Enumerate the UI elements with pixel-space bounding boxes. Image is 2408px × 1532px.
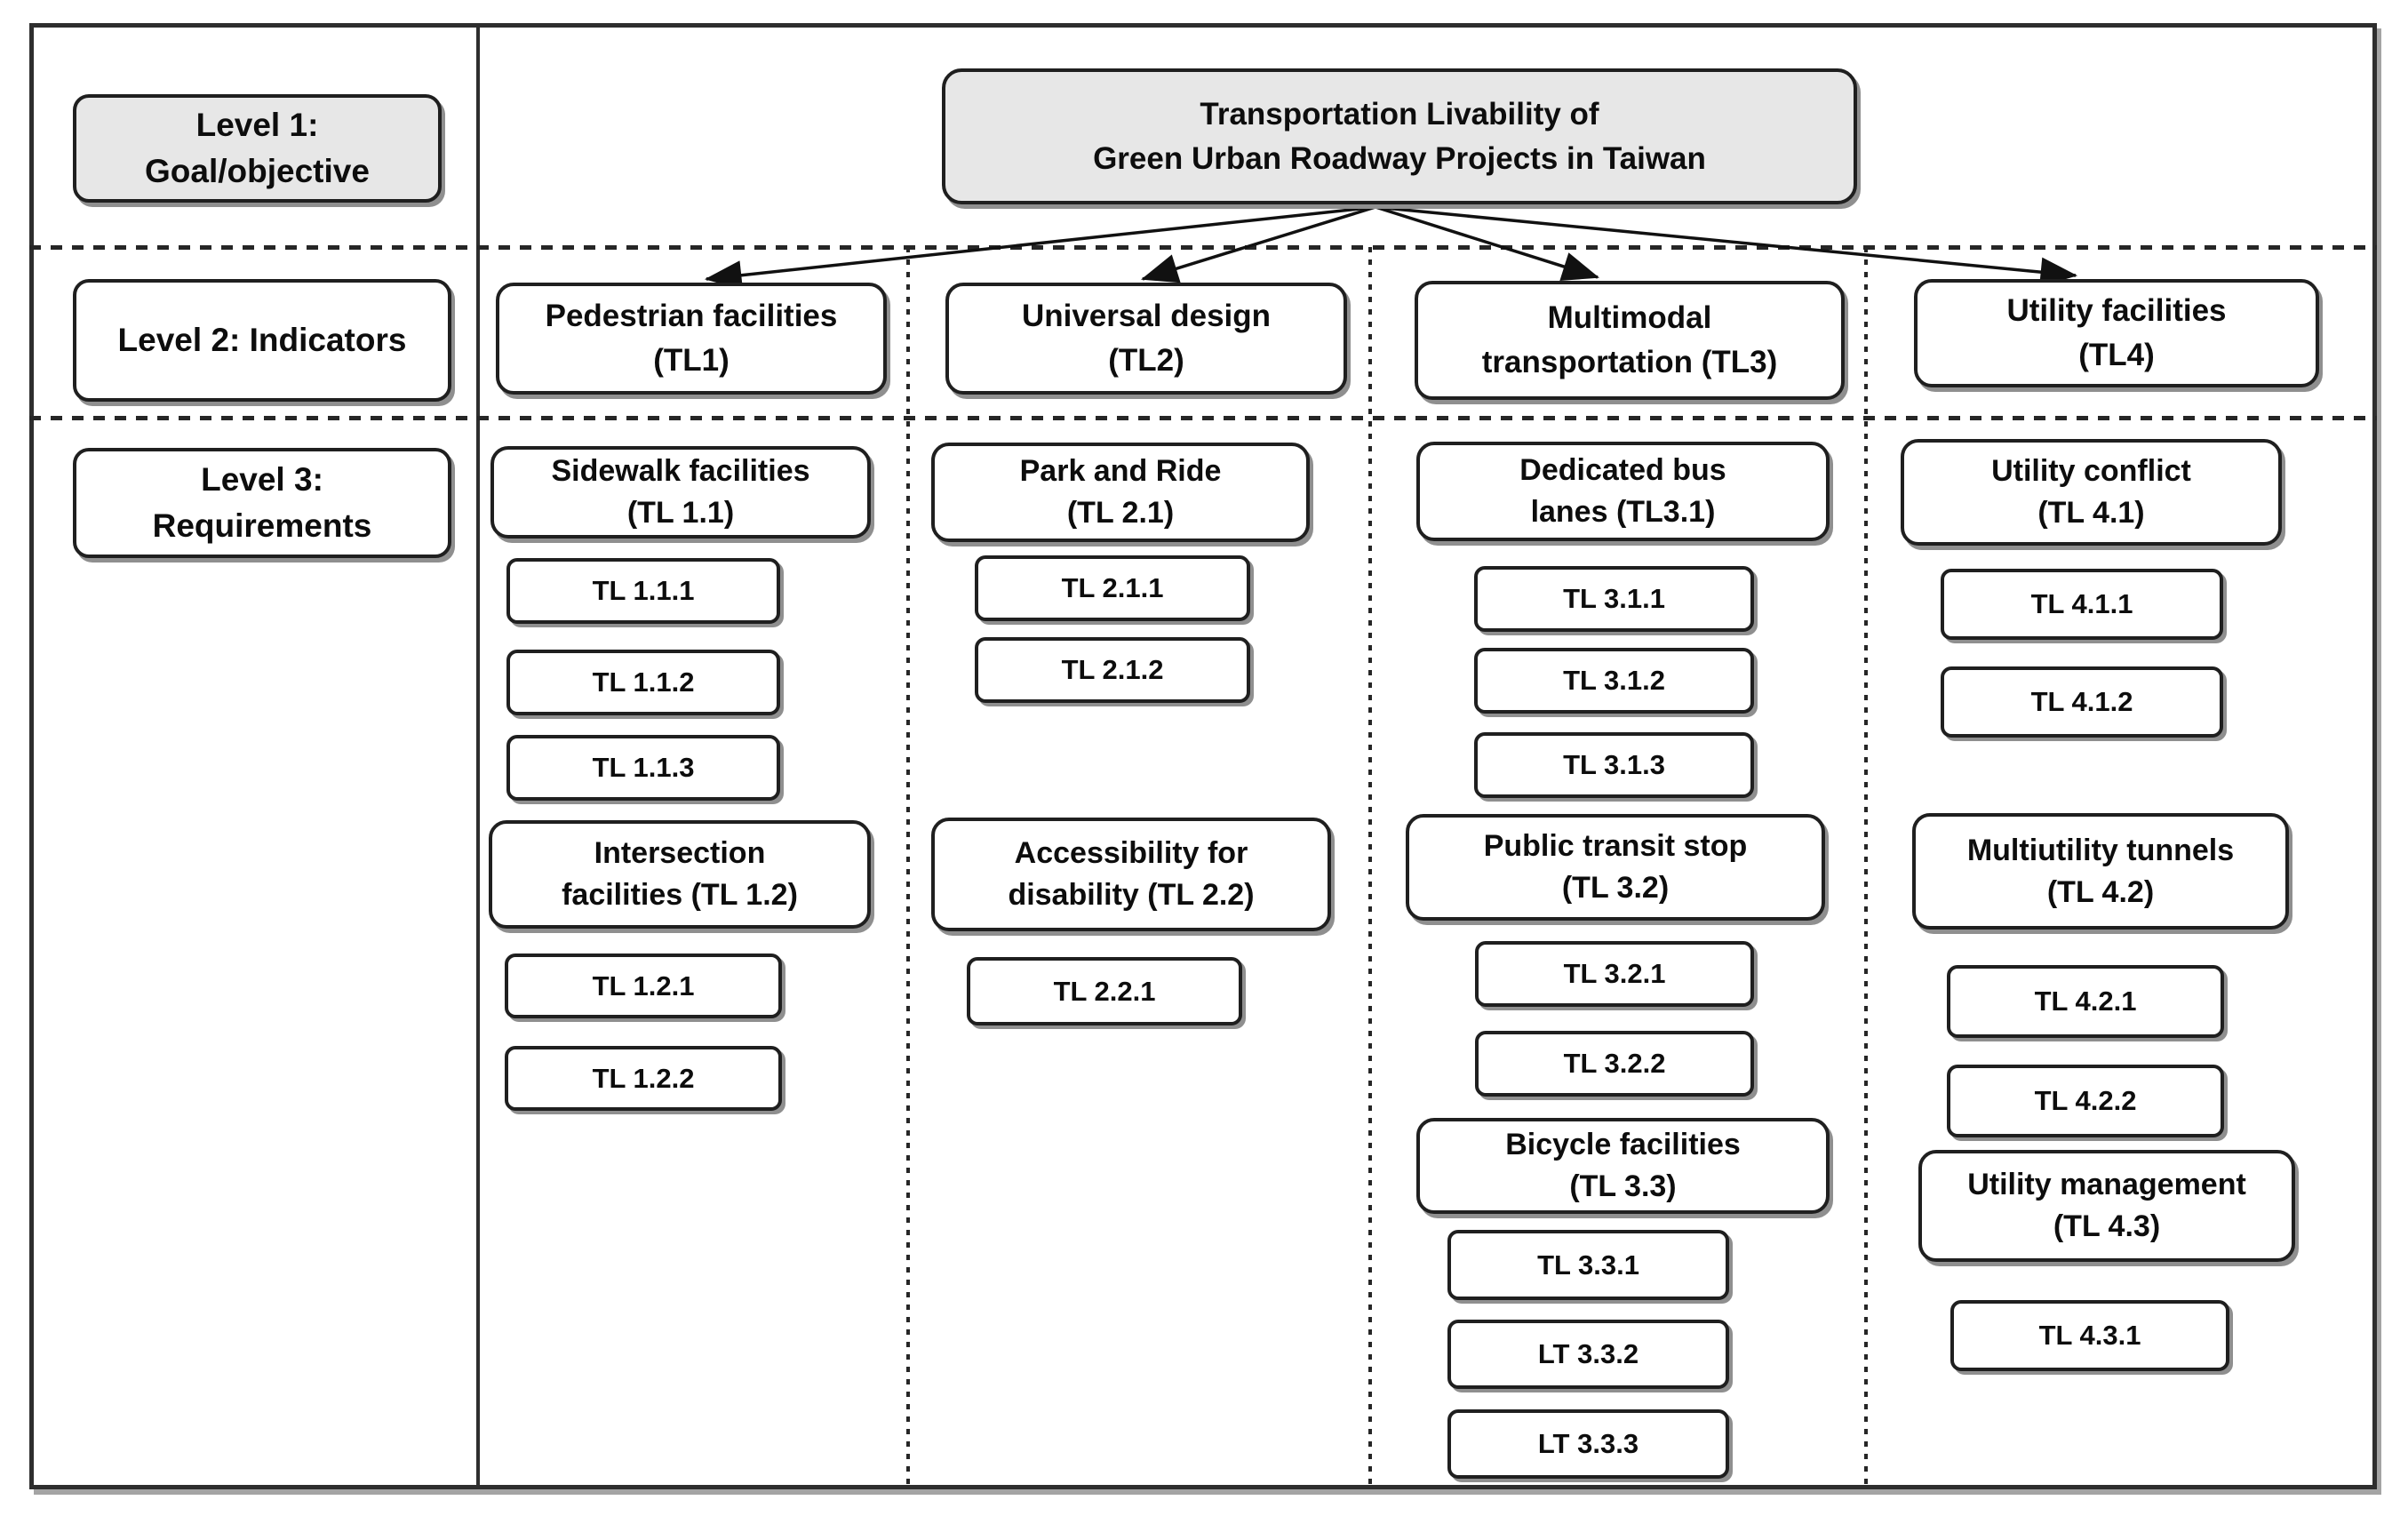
column-divider-2 [1368,247,1372,1488]
group-header-tl-3-2: Public transit stop (TL 3.2) [1406,814,1825,921]
requirement-box-tl-4-1-2: TL 4.1.2 [1941,666,2223,738]
goal-box: Transportation Livability of Green Urban… [942,68,1857,204]
group-header-tl-3-3: Bicycle facilities (TL 3.3) [1416,1118,1830,1214]
column-divider-3 [1864,247,1868,1488]
requirement-box-tl-3-2-1: TL 3.2.1 [1475,941,1754,1007]
indicator-box-tl3: Multimodal transportation (TL3) [1415,281,1845,400]
row-label-level1: Level 1: Goal/objective [73,94,442,203]
requirement-box-tl-2-1-2: TL 2.1.2 [975,637,1250,703]
group-header-tl-2-2: Accessibility for disability (TL 2.2) [931,818,1331,931]
group-header-tl-2-1: Park and Ride (TL 2.1) [931,443,1310,542]
requirement-box-tl-4-3-1: TL 4.3.1 [1950,1300,2229,1371]
row-label-level2: Level 2: Indicators [73,279,451,402]
group-header-tl-4-3: Utility management (TL 4.3) [1918,1150,2295,1262]
diagram-frame [29,23,2377,1489]
level1-level2-divider [29,245,2377,250]
indicator-box-tl4: Utility facilities (TL4) [1914,279,2319,387]
requirement-box-tl-3-1-3: TL 3.1.3 [1474,732,1754,798]
label-column-divider [476,23,480,1489]
requirement-box-lt-3-3-2: LT 3.3.2 [1447,1320,1729,1389]
group-header-tl-1-2: Intersection facilities (TL 1.2) [489,820,871,929]
requirement-box-tl-1-1-3: TL 1.1.3 [506,735,780,801]
requirement-box-tl-1-1-2: TL 1.1.2 [506,650,780,715]
requirement-box-tl-4-2-1: TL 4.2.1 [1947,965,2224,1038]
requirement-box-tl-3-3-1: TL 3.3.1 [1447,1230,1729,1300]
requirement-box-tl-2-1-1: TL 2.1.1 [975,555,1250,621]
requirement-box-tl-4-1-1: TL 4.1.1 [1941,569,2223,640]
requirement-box-tl-3-1-1: TL 3.1.1 [1474,566,1754,632]
requirement-box-tl-1-2-2: TL 1.2.2 [505,1046,782,1111]
indicator-box-tl1: Pedestrian facilities (TL1) [496,283,887,395]
level2-level3-divider [29,416,2377,420]
requirement-box-tl-4-2-2: TL 4.2.2 [1947,1065,2224,1137]
requirement-box-tl-3-2-2: TL 3.2.2 [1475,1031,1754,1097]
group-header-tl-1-1: Sidewalk facilities (TL 1.1) [490,446,871,539]
requirement-box-tl-1-2-1: TL 1.2.1 [505,954,782,1018]
group-header-tl-3-1: Dedicated bus lanes (TL3.1) [1416,442,1830,541]
requirement-box-tl-1-1-1: TL 1.1.1 [506,558,780,624]
requirement-box-lt-3-3-3: LT 3.3.3 [1447,1409,1729,1479]
group-header-tl-4-1: Utility conflict (TL 4.1) [1901,439,2282,546]
group-header-tl-4-2: Multiutility tunnels (TL 4.2) [1912,813,2289,930]
requirement-box-tl-3-1-2: TL 3.1.2 [1474,648,1754,714]
column-divider-1 [906,247,910,1488]
indicator-box-tl2: Universal design (TL2) [945,283,1347,395]
row-label-level3: Level 3: Requirements [73,448,451,558]
requirement-box-tl-2-2-1: TL 2.2.1 [967,957,1242,1025]
